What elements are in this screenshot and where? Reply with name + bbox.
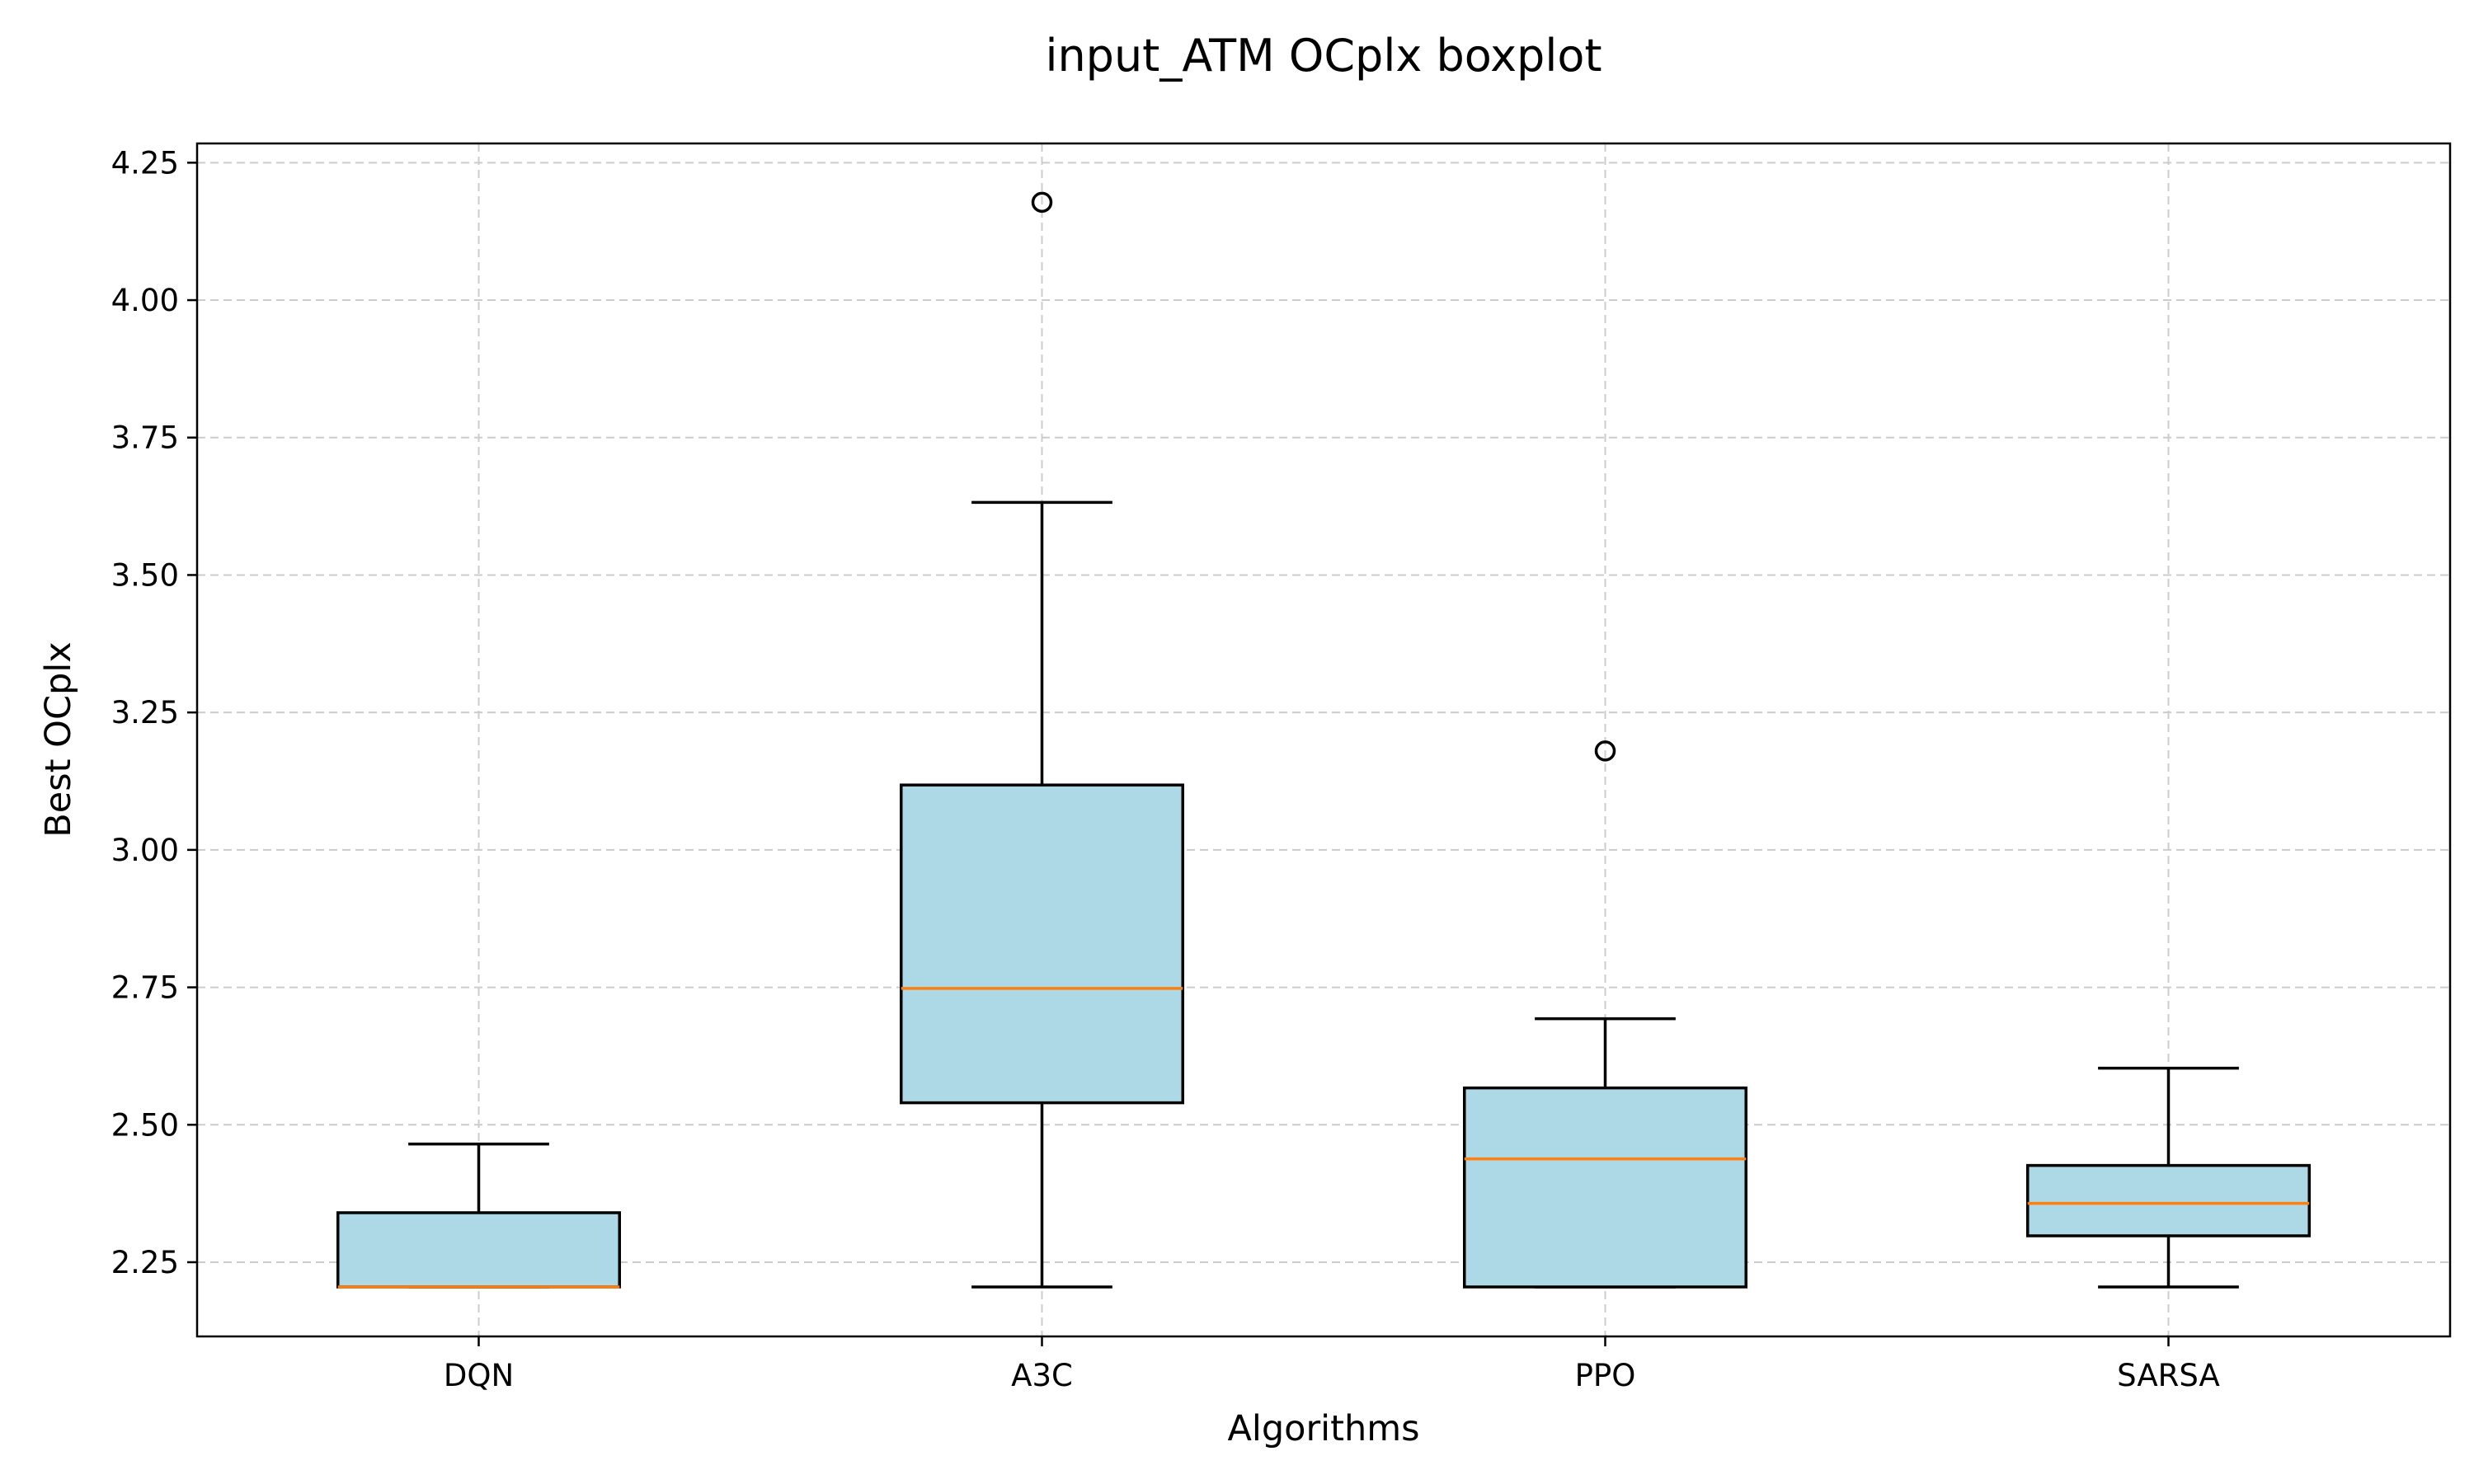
box-group-ppo (1463, 740, 1747, 1289)
chart-title: input_ATM OCplx boxplot (1045, 30, 1602, 82)
box-group-sarsa (2026, 1066, 2311, 1289)
y-tick-label: 3.50 (111, 557, 179, 593)
x-tick-label: A3C (1011, 1358, 1073, 1393)
y-tick-label: 4.25 (111, 145, 179, 181)
box-group-dqn (336, 1142, 621, 1289)
iqr-box (2026, 1163, 2311, 1237)
iqr-box (1463, 1086, 1747, 1289)
iqr-box (900, 783, 1184, 1105)
grid-lines (197, 143, 2450, 1336)
x-axis-label: Algorithms (1228, 1408, 1420, 1449)
y-tick-label: 3.00 (111, 833, 179, 868)
outlier-point (1594, 740, 1616, 762)
boxes (336, 191, 2311, 1289)
y-axis-label: Best OCplx (38, 641, 79, 837)
box-group-a3c (900, 191, 1184, 1289)
x-tick-label: SARSA (2117, 1358, 2220, 1393)
iqr-box (336, 1211, 621, 1289)
x-tick-label: PPO (1575, 1358, 1636, 1393)
y-tick-label: 4.00 (111, 283, 179, 318)
outlier-point (1031, 191, 1053, 214)
y-tick-label: 2.25 (111, 1245, 179, 1280)
y-tick-label: 3.25 (111, 695, 179, 730)
axis-ticks: 2.25 2.50 2.75 3.00 3.25 3.50 3.75 4.00 4.25 DQN A… (111, 145, 2220, 1393)
y-tick-label: 2.75 (111, 970, 179, 1006)
x-tick-label: DQN (444, 1358, 514, 1393)
y-tick-label: 3.75 (111, 420, 179, 456)
y-tick-label: 2.50 (111, 1107, 179, 1143)
plot-frame (195, 142, 2452, 1338)
